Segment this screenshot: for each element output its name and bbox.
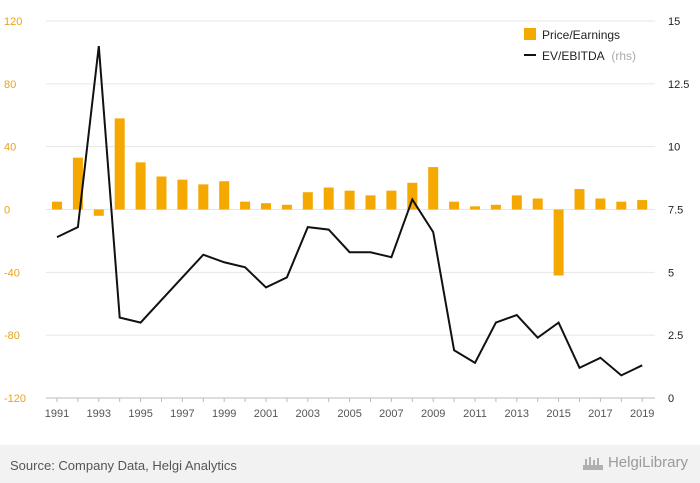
legend-label-ev-ebitda: EV/EBITDA (rhs) bbox=[542, 49, 636, 63]
left-tick-label: 0 bbox=[4, 205, 10, 217]
x-tick-label: 2019 bbox=[630, 408, 654, 420]
right-tick-label: 12.5 bbox=[668, 79, 689, 91]
x-tick-label: 1997 bbox=[170, 408, 194, 420]
left-tick-label: -120 bbox=[4, 393, 26, 405]
price-earnings-bar bbox=[595, 198, 606, 210]
right-tick-label: 5 bbox=[668, 267, 674, 279]
price-earnings-bar bbox=[114, 118, 125, 210]
price-earnings-bar bbox=[281, 204, 292, 210]
left-tick-label: 40 bbox=[4, 142, 16, 154]
x-tick-label: 1999 bbox=[212, 408, 236, 420]
ev-ebitda-line bbox=[56, 46, 643, 377]
library-logo-icon bbox=[582, 456, 603, 470]
price-earnings-bar bbox=[72, 157, 83, 210]
price-earnings-bar bbox=[511, 195, 522, 210]
legend-ev-ebitda-name: EV/EBITDA bbox=[542, 49, 605, 63]
ev-ebitda-series-line bbox=[56, 46, 643, 377]
price-earnings-bar bbox=[156, 176, 167, 210]
legend-swatch-price-earnings bbox=[524, 28, 536, 40]
x-tick-label: 2015 bbox=[546, 408, 570, 420]
price-earnings-bar bbox=[323, 187, 334, 210]
price-earnings-bar bbox=[52, 201, 62, 210]
x-tick-label: 2009 bbox=[421, 408, 445, 420]
price-earnings-bar bbox=[449, 201, 460, 210]
footer: Source: Company Data, Helgi Analytics He… bbox=[0, 445, 700, 483]
left-tick-label: 120 bbox=[4, 16, 22, 28]
legend: Price/Earnings EV/EBITDA (rhs) bbox=[524, 28, 636, 63]
price-earnings-bar bbox=[198, 184, 209, 210]
left-tick-label: -80 bbox=[4, 330, 20, 342]
x-tick-label: 1995 bbox=[128, 408, 152, 420]
right-tick-label: 2.5 bbox=[668, 330, 683, 342]
left-tick-label: 80 bbox=[4, 79, 16, 91]
price-earnings-bar bbox=[365, 195, 376, 210]
right-tick-label: 7.5 bbox=[668, 205, 683, 217]
price-earnings-bar bbox=[428, 167, 439, 210]
price-earnings-bar bbox=[386, 190, 397, 210]
source-text: Source: Company Data, Helgi Analytics bbox=[10, 458, 237, 473]
logo-text: HelgiLibrary bbox=[607, 454, 688, 471]
x-tick-label: 2011 bbox=[463, 408, 487, 420]
legend-label-price-earnings: Price/Earnings bbox=[542, 28, 620, 42]
price-earnings-bar bbox=[240, 201, 251, 210]
chart: 120 80 40 0 -40 -80 -120 15 12.5 10 7.5 5 2.5 0 1991… bbox=[4, 16, 689, 420]
price-earnings-bar bbox=[302, 192, 313, 210]
x-tick-label: 2013 bbox=[505, 408, 529, 420]
x-tick-label: 2005 bbox=[337, 408, 361, 420]
x-tick-label: 2003 bbox=[296, 408, 320, 420]
price-earnings-bars bbox=[52, 118, 648, 276]
price-earnings-bar bbox=[532, 198, 543, 210]
price-earnings-bar bbox=[574, 189, 585, 210]
right-tick-label: 10 bbox=[668, 142, 680, 154]
price-earnings-bar bbox=[637, 200, 648, 210]
price-earnings-bar bbox=[135, 162, 146, 210]
right-tick-label: 15 bbox=[668, 16, 680, 28]
left-tick-label: -40 bbox=[4, 267, 20, 279]
x-tick-label: 1991 bbox=[45, 408, 69, 420]
right-axis: 15 12.5 10 7.5 5 2.5 0 bbox=[668, 16, 689, 405]
left-axis: 120 80 40 0 -40 -80 -120 bbox=[4, 16, 26, 405]
x-axis: 1991 1993 1995 1997 1999 2001 2003 2005 2007 2009… bbox=[45, 397, 655, 420]
helgi-library-logo[interactable]: HelgiLibrary bbox=[582, 454, 688, 471]
x-tick-label: 2001 bbox=[254, 408, 278, 420]
price-earnings-bar bbox=[553, 209, 564, 276]
price-earnings-bar bbox=[490, 204, 501, 210]
x-tick-label: 2007 bbox=[379, 408, 403, 420]
x-tick-label: 2017 bbox=[588, 408, 612, 420]
price-earnings-bar bbox=[407, 182, 418, 210]
legend-ev-ebitda-suffix: (rhs) bbox=[611, 49, 636, 63]
x-tick-label: 1993 bbox=[87, 408, 111, 420]
price-earnings-bar bbox=[470, 206, 480, 210]
price-earnings-bar bbox=[177, 179, 188, 210]
price-earnings-bar bbox=[616, 201, 627, 210]
right-tick-label: 0 bbox=[668, 393, 674, 405]
price-earnings-bar bbox=[344, 190, 355, 210]
price-earnings-bar bbox=[261, 203, 271, 210]
price-earnings-bar bbox=[219, 181, 230, 210]
price-earnings-bar bbox=[93, 209, 104, 216]
